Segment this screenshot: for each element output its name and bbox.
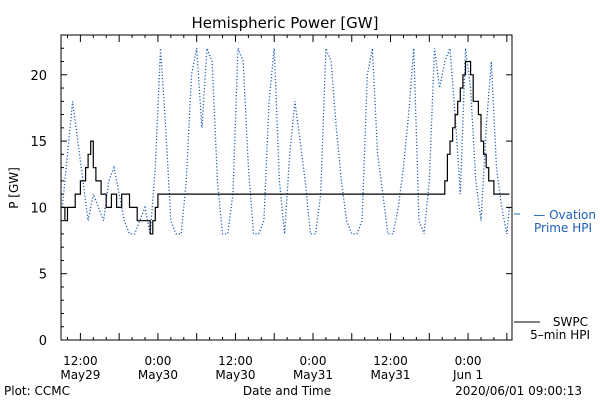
x-tick-date-label: May29 [60, 368, 100, 382]
legend-ovation-line2: Prime HPI [534, 221, 592, 235]
x-tick-time-label: 12:00 [373, 354, 408, 368]
x-tick-time-label: 0:00 [455, 354, 482, 368]
legend: — Ovation Prime HPI SWPC 5–min HPI [514, 208, 596, 342]
series-swpc-line [62, 60, 510, 235]
y-tick-label: 5 [39, 268, 47, 283]
x-tick-date-label: Jun 1 [452, 368, 483, 382]
x-tick-date-label: May31 [293, 368, 333, 382]
x-tick-time-label: 0:00 [300, 354, 327, 368]
y-tick-label: 10 [30, 201, 47, 216]
legend-swpc-line1: SWPC [553, 315, 588, 329]
footer-left: Plot: CCMC [4, 384, 70, 398]
x-axis-label: Date and Time [243, 384, 331, 398]
x-tick-date-label: May31 [370, 368, 410, 382]
y-tick-label: 15 [30, 135, 47, 150]
x-tick-time-label: 12:00 [63, 354, 98, 368]
x-tick-time-label: 12:00 [218, 354, 253, 368]
chart-title: Hemispheric Power [GW] [192, 14, 379, 32]
plot-frame [60, 34, 513, 341]
y-tick-label: 20 [30, 69, 47, 84]
legend-swpc-line2: 5–min HPI [530, 328, 590, 342]
x-tick-date-label: May30 [138, 368, 178, 382]
y-tick-label: 0 [39, 334, 47, 349]
legend-ovation-line1: — Ovation [533, 208, 596, 222]
x-tick-date-label: May30 [215, 368, 255, 382]
footer-right: 2020/06/01 09:00:13 [455, 384, 582, 398]
y-axis-label: P [GW] [7, 167, 21, 209]
x-tick-time-label: 0:00 [144, 354, 171, 368]
